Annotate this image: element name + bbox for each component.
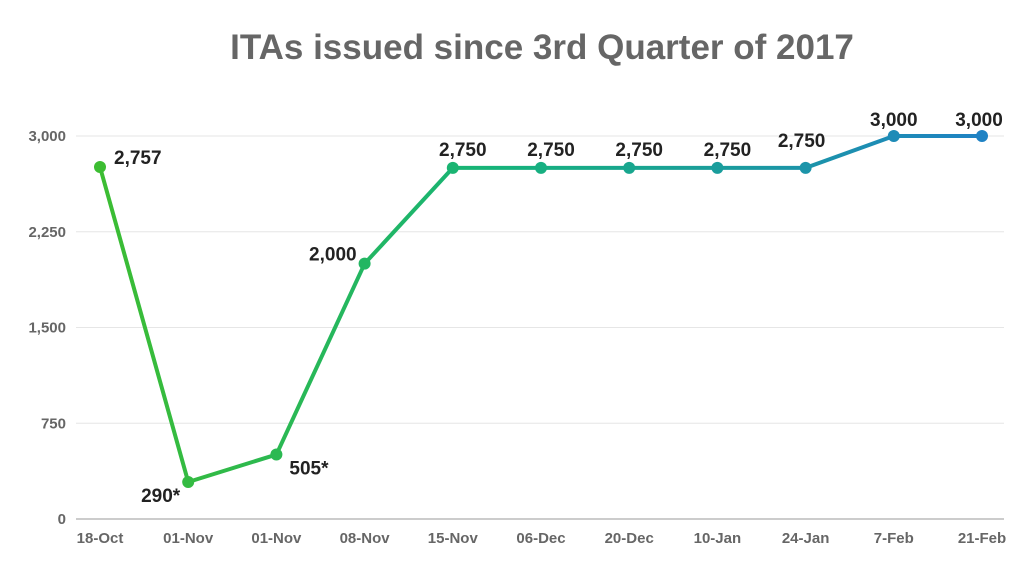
data-point	[182, 475, 195, 488]
x-tick-label: 01-Nov	[251, 530, 302, 547]
chart-title: ITAs issued since 3rd Quarter of 2017	[230, 28, 854, 67]
data-point	[446, 161, 459, 174]
data-point	[535, 161, 547, 174]
data-point	[358, 257, 371, 270]
data-label: 2,750	[704, 140, 752, 161]
data-label: 2,750	[527, 140, 575, 161]
data-label: 2,750	[778, 131, 826, 152]
data-point	[799, 161, 812, 174]
x-tick-label: 18-Oct	[77, 530, 124, 547]
y-tick-label: 2,250	[28, 224, 66, 241]
y-tick-label: 750	[41, 415, 66, 432]
x-tick-label: 15-Nov	[428, 530, 479, 547]
data-label: 3,000	[870, 110, 918, 131]
x-tick-label: 24-Jan	[782, 530, 830, 547]
x-tick-label: 20-Dec	[605, 530, 654, 547]
data-point	[623, 161, 636, 174]
x-tick-label: 7-Feb	[874, 530, 914, 547]
data-point	[887, 130, 900, 142]
data-label: 505*	[289, 459, 329, 480]
x-tick-label: 08-Nov	[340, 530, 391, 547]
data-label: 3,000	[955, 110, 1003, 131]
data-point	[976, 130, 988, 142]
data-point	[94, 161, 106, 174]
data-point	[270, 448, 283, 461]
y-tick-label: 0	[58, 511, 66, 528]
data-label: 2,750	[439, 140, 487, 161]
data-point	[711, 161, 724, 174]
x-tick-label: 10-Jan	[694, 530, 742, 547]
x-tick-label: 01-Nov	[163, 530, 214, 547]
data-label: 2,000	[309, 245, 357, 266]
data-label: 2,757	[114, 148, 162, 169]
x-tick-label: 06-Dec	[516, 530, 565, 547]
series-line	[98, 134, 984, 484]
data-label: 2,750	[615, 140, 663, 161]
y-tick-label: 1,500	[28, 320, 66, 337]
x-tick-label: 21-Feb	[958, 530, 1006, 547]
data-label: 290*	[141, 486, 181, 507]
y-tick-label: 3,000	[28, 128, 66, 145]
